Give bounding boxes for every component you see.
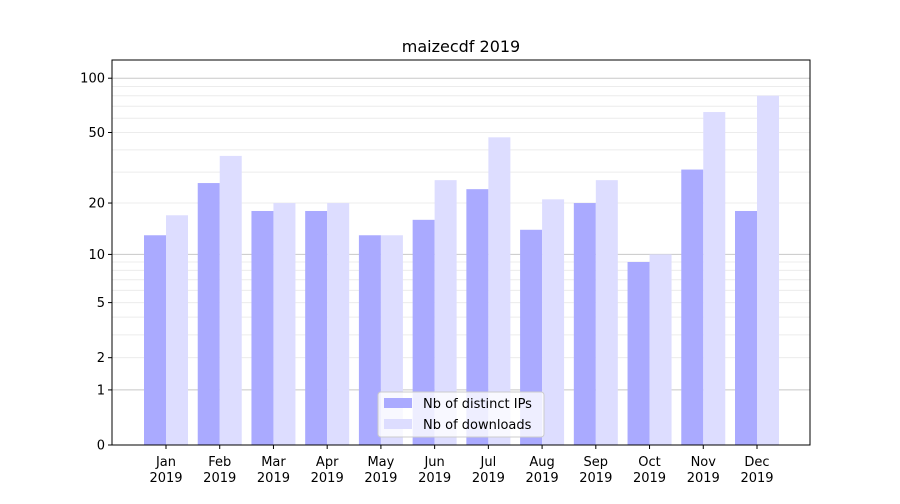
bar-distinct-ips: [627, 261, 650, 445]
bar-distinct-ips: [197, 183, 220, 445]
y-axis: 0 1 2 5 10 20 50 100: [80, 72, 112, 454]
x-tick-label: May 2019: [364, 455, 397, 486]
y-tick-label: 2: [97, 351, 105, 366]
bar-downloads: [595, 180, 618, 445]
legend-swatch: [384, 419, 412, 429]
x-tick-label: Apr 2019: [311, 455, 344, 486]
legend-box: [377, 391, 545, 438]
y-tick-label: 100: [80, 72, 105, 87]
bar-distinct-ips: [412, 219, 435, 445]
bar-downloads: [542, 199, 565, 445]
y-tick-label: 50: [88, 126, 105, 141]
bars: [144, 95, 779, 446]
x-tick-label: Jan 2019: [149, 455, 182, 486]
bar-distinct-ips: [251, 210, 274, 445]
y-tick-label: 0: [97, 439, 105, 454]
bar-distinct-ips: [358, 235, 381, 445]
bar-downloads: [649, 254, 672, 445]
x-tick-label: Jul 2019: [472, 455, 505, 486]
bar-distinct-ips: [573, 203, 596, 445]
x-tick-label: Jun 2019: [418, 455, 451, 486]
bar-distinct-ips: [305, 210, 328, 445]
legend-swatch: [384, 398, 412, 408]
y-tick-label: 20: [88, 197, 105, 212]
x-tick-label: Feb 2019: [203, 455, 236, 486]
x-axis: Jan 2019 Feb 2019 Mar 2019 Apr 2019 May 2019 Jun 20…: [149, 445, 774, 486]
bar-downloads: [703, 112, 726, 445]
bar-downloads: [166, 215, 188, 445]
legend-label: Nb of distinct IPs: [423, 397, 532, 412]
x-tick-label: Nov 2019: [687, 455, 720, 486]
x-tick-label: Aug 2019: [526, 455, 559, 486]
x-tick-label: Dec 2019: [740, 455, 773, 486]
y-tick-label: 5: [97, 296, 105, 311]
legend-label: Nb of downloads: [423, 418, 532, 433]
bar-downloads: [757, 95, 779, 445]
bar-downloads: [219, 155, 242, 445]
bar-distinct-ips: [735, 210, 757, 445]
bar-distinct-ips: [520, 229, 543, 445]
bar-downloads: [273, 203, 296, 445]
y-tick-label: 1: [97, 383, 105, 398]
legend: Nb of distinct IPs Nb of downloads: [377, 391, 545, 438]
x-tick-label: Oct 2019: [633, 455, 666, 486]
x-tick-label: Sep 2019: [579, 455, 612, 486]
y-tick-label: 10: [88, 248, 105, 263]
bar-distinct-ips: [144, 235, 166, 445]
chart-title: maizecdf 2019: [402, 37, 520, 56]
bar-downloads: [434, 180, 457, 445]
bar-downloads: [488, 137, 511, 446]
x-tick-label: Mar 2019: [257, 455, 290, 486]
bar-distinct-ips: [466, 189, 489, 445]
bar-downloads: [327, 203, 350, 445]
bar-distinct-ips: [681, 169, 704, 445]
plot-frame: [111, 59, 811, 446]
